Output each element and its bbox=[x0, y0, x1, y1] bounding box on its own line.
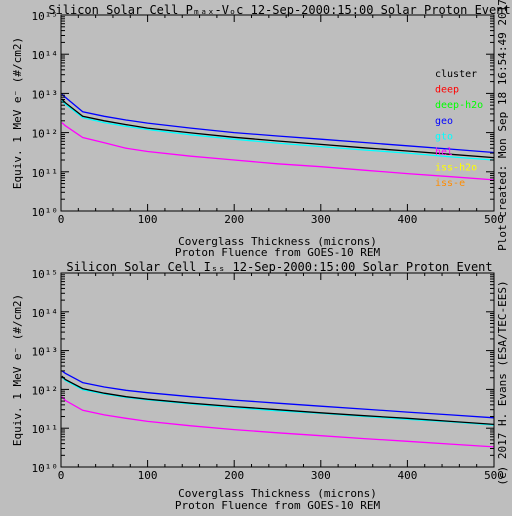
legend-entry-geo: geo bbox=[435, 116, 453, 127]
legend-entry-cluster: cluster bbox=[435, 69, 477, 80]
y-tick-label: 10¹⁴ bbox=[32, 307, 59, 320]
series-line-geo bbox=[61, 93, 495, 154]
x-tick-label: 400 bbox=[397, 469, 417, 482]
y-tick-label: 10¹¹ bbox=[32, 167, 59, 180]
x-tick-label: 0 bbox=[58, 213, 65, 226]
plot-frame bbox=[60, 14, 495, 212]
x-axis-sublabel: Proton Fluence from GOES-10 REM bbox=[175, 246, 381, 259]
y-tick-label: 10¹⁰ bbox=[32, 206, 59, 219]
plot-created-stamp: Plot created: Mon Sep 18 16:54:49 2017 bbox=[496, 0, 509, 251]
legend-entry-hel: hel bbox=[435, 147, 453, 158]
x-tick-label: 500 bbox=[484, 213, 504, 226]
chart-panel-2: Silicon Solar Cell Iₛₛ 12-Sep-2000:15:00… bbox=[11, 260, 504, 512]
x-axis-label: Coverglass Thickness (microns) bbox=[178, 487, 377, 500]
y-tick-label: 10¹⁵ bbox=[32, 268, 59, 281]
x-tick-label: 300 bbox=[311, 469, 331, 482]
y-tick-label: 10¹² bbox=[32, 384, 59, 397]
legend-entry-gto: gto bbox=[435, 131, 453, 142]
x-tick-label: 0 bbox=[58, 469, 65, 482]
y-tick-label: 10¹³ bbox=[32, 346, 59, 359]
x-tick-label: 200 bbox=[224, 469, 244, 482]
plot-frame bbox=[60, 272, 495, 468]
chart-title: Silicon Solar Cell Iₛₛ 12-Sep-2000:15:00… bbox=[66, 260, 492, 274]
y-tick-label: 10¹² bbox=[32, 128, 59, 141]
series-line-cluster bbox=[61, 375, 495, 426]
legend-entry-deep: deep bbox=[435, 85, 459, 96]
x-axis-sublabel: Proton Fluence from GOES-10 REM bbox=[175, 499, 381, 512]
y-tick-label: 10¹¹ bbox=[32, 423, 59, 436]
series-line-geo bbox=[61, 370, 495, 419]
y-axis-label: Equiv. 1 MeV e⁻ (#/cm2) bbox=[11, 294, 24, 446]
series-line-cluster bbox=[61, 98, 495, 159]
y-tick-label: 10¹⁴ bbox=[32, 49, 59, 62]
x-axis-label: Coverglass Thickness (microns) bbox=[178, 235, 377, 248]
y-tick-label: 10¹⁰ bbox=[32, 462, 59, 475]
x-tick-label: 500 bbox=[484, 469, 504, 482]
copyright-credit: (c) 2017 H. Evans (ESA/TEC-EES) bbox=[496, 280, 509, 485]
y-tick-label: 10¹³ bbox=[32, 88, 59, 101]
series-line-hel bbox=[61, 396, 495, 448]
x-tick-label: 400 bbox=[397, 213, 417, 226]
y-tick-label: 10¹⁵ bbox=[32, 10, 59, 23]
x-tick-label: 100 bbox=[138, 213, 158, 226]
legend-entry-deep-h2o: deep-h2o bbox=[435, 100, 483, 111]
legend-entry-iss-e: iss-e bbox=[435, 178, 465, 189]
series-line-hel bbox=[61, 122, 495, 181]
series-line-gto bbox=[61, 376, 495, 426]
y-axis-label: Equiv. 1 MeV e⁻ (#/cm2) bbox=[11, 37, 24, 189]
x-tick-label: 200 bbox=[224, 213, 244, 226]
legend-entry-iss-h2o: iss-h2o bbox=[435, 163, 477, 174]
chart-title: Silicon Solar Cell Pₘₐₓ-Vₒc 12-Sep-2000:… bbox=[48, 3, 510, 17]
chart-panel-1: Silicon Solar Cell Pₘₐₓ-Vₒc 12-Sep-2000:… bbox=[11, 3, 511, 259]
x-tick-label: 300 bbox=[311, 213, 331, 226]
legend: cluster deep deep-h2o geo gto hel iss-h2o iss-e bbox=[435, 69, 483, 189]
x-tick-label: 100 bbox=[138, 469, 158, 482]
series-line-gto bbox=[61, 100, 495, 161]
